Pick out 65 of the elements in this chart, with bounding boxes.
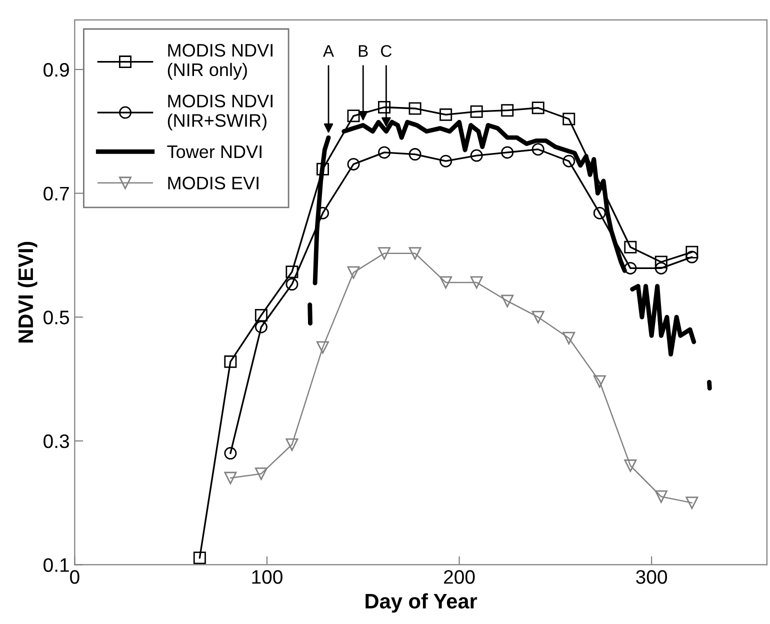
y-tick-label: 0.7: [44, 186, 69, 201]
y-tick-label: 0.9: [44, 62, 69, 77]
point: [440, 108, 452, 121]
point: [224, 472, 237, 484]
point: [654, 262, 668, 274]
y-tick-label: 0.3: [44, 434, 69, 448]
point: [593, 375, 606, 388]
point: [624, 240, 637, 254]
point: [378, 146, 391, 159]
y-tick-label: 0.1: [44, 558, 69, 572]
point: [470, 276, 483, 289]
point: [686, 250, 698, 264]
point: [501, 294, 514, 308]
point: [470, 105, 483, 118]
point: [316, 341, 329, 354]
point: [593, 206, 606, 220]
point: [686, 246, 698, 258]
point: [470, 149, 483, 162]
point: [347, 158, 360, 170]
point: [224, 447, 237, 460]
point: [624, 459, 637, 472]
annotation: A: [322, 45, 334, 57]
point: [562, 112, 576, 126]
point: [532, 143, 544, 156]
point: [408, 102, 422, 115]
point: [254, 467, 268, 480]
point: [347, 266, 360, 279]
x-tick-label: 0: [70, 570, 80, 584]
x-tick-label: 300: [636, 570, 668, 584]
point: [624, 262, 637, 274]
point: [254, 320, 268, 334]
point: [378, 101, 391, 114]
legend-label: MODIS EVI: [168, 176, 258, 190]
legend-label: MODIS NDVI (NIR+SWIR): [168, 94, 272, 130]
point: [193, 552, 206, 564]
x-tick-label: 200: [444, 570, 475, 584]
point: [316, 162, 329, 176]
point: [408, 148, 422, 161]
point: [440, 276, 452, 289]
point: [654, 256, 668, 268]
point: [562, 154, 576, 168]
point: [254, 309, 268, 322]
point: [654, 490, 668, 503]
y-tick-label: 0.5: [44, 310, 70, 324]
point: [532, 102, 544, 114]
point: [347, 110, 360, 122]
annotation: B: [358, 45, 368, 57]
point: [224, 355, 237, 368]
legend-label: MODIS NDVI (NIR only): [168, 44, 272, 80]
point: [532, 310, 544, 324]
point: [501, 104, 514, 117]
point: [286, 278, 298, 291]
y-axis-title: NDVI (EVI): [18, 242, 38, 342]
legend-label: Tower NDVI: [167, 146, 262, 158]
point: [440, 154, 452, 168]
point: [286, 266, 298, 278]
point: [562, 332, 576, 344]
point: [501, 146, 514, 159]
x-tick-label: 100: [252, 570, 282, 584]
annotation: C: [381, 45, 392, 57]
point: [286, 438, 298, 451]
point: [686, 496, 698, 510]
x-axis-title: Day of Year: [366, 593, 478, 613]
point: [408, 247, 422, 260]
point: [378, 247, 391, 260]
